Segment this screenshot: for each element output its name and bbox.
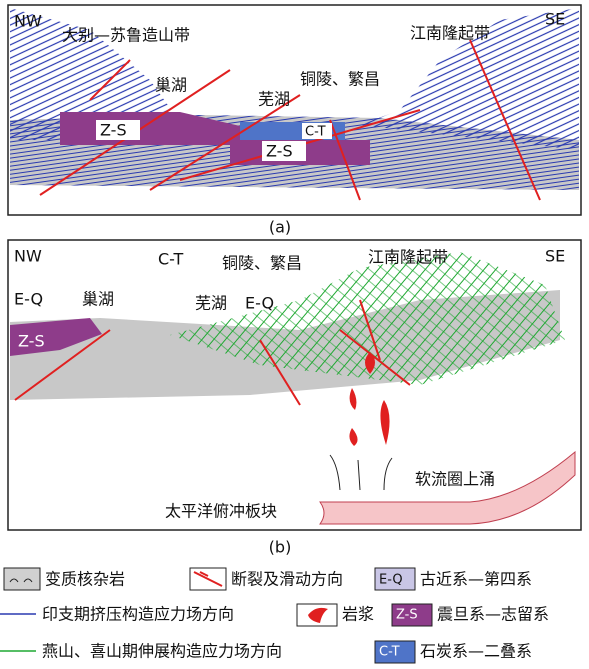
label: E-Q	[14, 290, 43, 309]
upwelling-arrow	[330, 455, 392, 490]
legend-text: 燕山、喜山期伸展构造应力场方向	[42, 642, 282, 661]
legend-text: 变质核杂岩	[45, 570, 125, 589]
panel-b: NW SE C-T 铜陵、繁昌 江南隆起带 E-Q 巢湖 芜湖 E-Q Z-S …	[8, 240, 581, 557]
label: NW	[14, 12, 42, 31]
legend-text: 印支期挤压构造应力场方向	[42, 605, 234, 624]
legend-text: 岩浆	[342, 605, 374, 624]
label: 巢湖	[155, 76, 187, 95]
label: 铜陵、繁昌	[300, 70, 380, 89]
label: NW	[14, 247, 42, 266]
diagram: NW SE 大别—苏鲁造山带 江南隆起带 巢湖 芜湖 铜陵、繁昌 Z-S C-T…	[0, 0, 589, 669]
label: SE	[545, 247, 565, 266]
label: 太平洋俯冲板块	[165, 502, 277, 521]
legend-icon	[4, 568, 40, 590]
label: 江南隆起带	[410, 24, 490, 43]
legend: 变质核杂岩 断裂及滑动方向 E-Q 古近系—第四系 印支期挤压构造应力场方向 岩…	[0, 568, 549, 663]
legend-text: 震旦系—志留系	[437, 605, 549, 624]
legend-text: 古近系—第四系	[420, 570, 532, 589]
label: SE	[545, 10, 565, 29]
label: C-T	[158, 250, 183, 269]
caption: (a)	[269, 218, 291, 237]
caption: (b)	[269, 538, 292, 557]
label: 芜湖	[258, 90, 290, 109]
label: 芜湖	[195, 294, 227, 313]
legend-code: Z-S	[396, 608, 418, 623]
legend-code: C-T	[379, 645, 400, 660]
label: 软流圈上涌	[415, 470, 495, 489]
legend-text: 石炭系—二叠系	[420, 642, 532, 661]
legend-text: 断裂及滑动方向	[231, 570, 343, 589]
label: Z-S	[100, 121, 127, 140]
label: C-T	[305, 125, 326, 140]
label: 铜陵、繁昌	[222, 254, 302, 273]
label: 大别—苏鲁造山带	[62, 26, 190, 45]
label: 江南隆起带	[368, 248, 448, 267]
label: Z-S	[18, 332, 45, 351]
label: Z-S	[266, 142, 293, 161]
label: 巢湖	[82, 290, 114, 309]
label: E-Q	[245, 294, 274, 313]
legend-code: E-Q	[379, 573, 403, 588]
panel-a: NW SE 大别—苏鲁造山带 江南隆起带 巢湖 芜湖 铜陵、繁昌 Z-S C-T…	[8, 5, 581, 237]
